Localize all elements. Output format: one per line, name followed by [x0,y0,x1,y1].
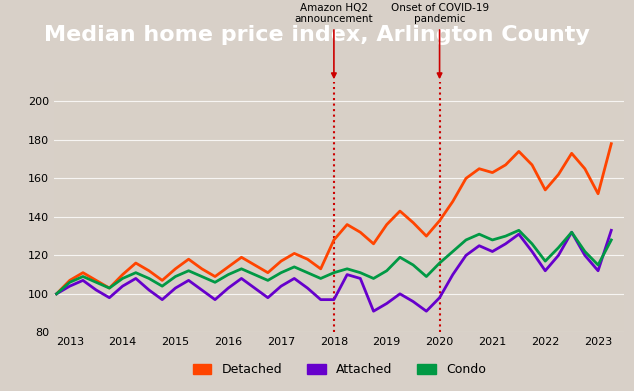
Text: Median home price index, Arlington County: Median home price index, Arlington Count… [44,25,590,45]
Text: Onset of COVID-19
pandemic: Onset of COVID-19 pandemic [391,3,489,77]
Text: Amazon HQ2
announcement: Amazon HQ2 announcement [295,3,373,77]
Legend: Detached, Attached, Condo: Detached, Attached, Condo [188,358,491,381]
